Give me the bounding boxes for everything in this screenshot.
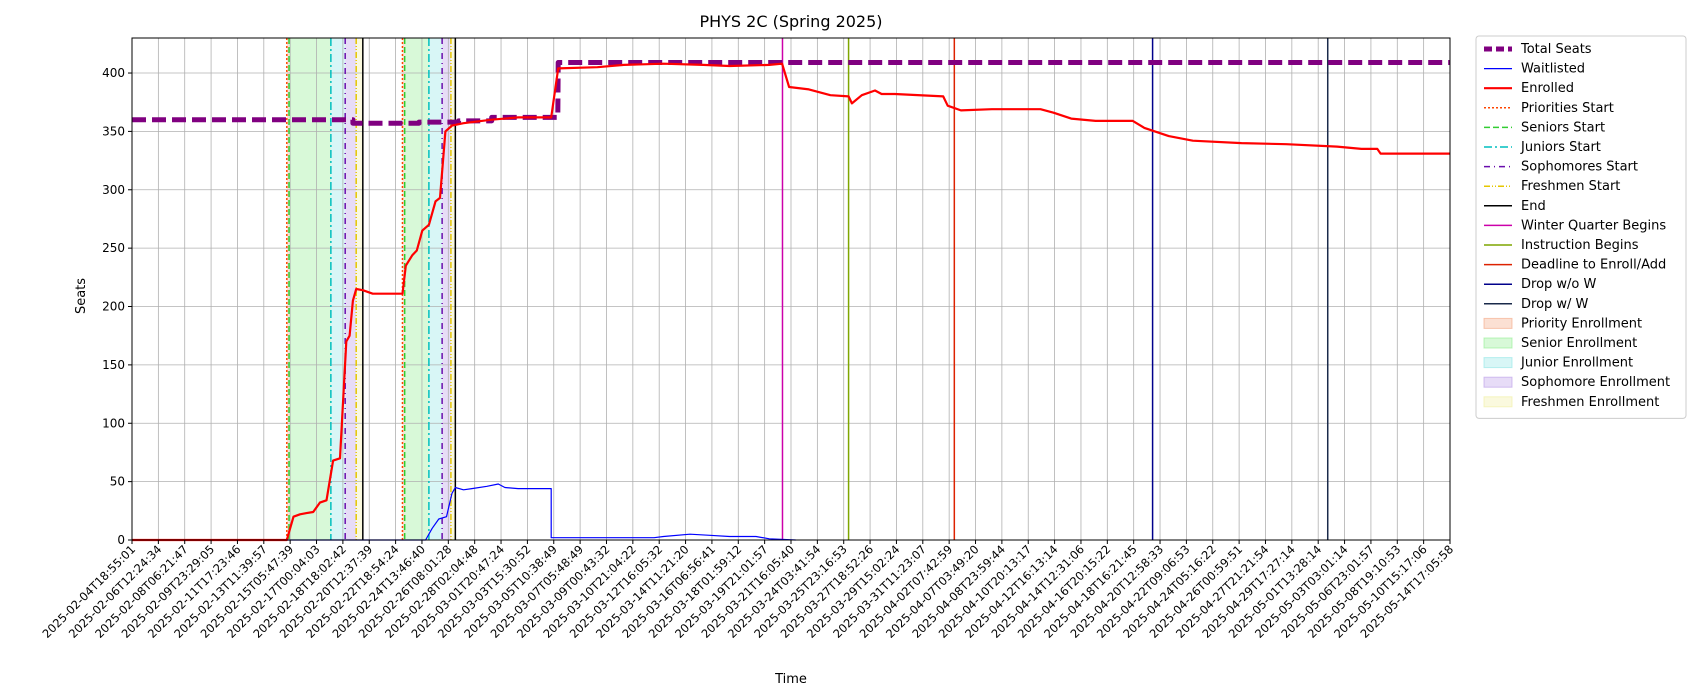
legend-label: Sophomores Start [1521, 160, 1638, 175]
y-tick-label: 100 [102, 416, 125, 430]
legend-entry: Priorities Start [1484, 101, 1614, 116]
y-tick-label: 400 [102, 66, 125, 80]
y-tick-label: 350 [102, 124, 125, 138]
y-tick-label: 250 [102, 241, 125, 255]
legend-label: Waitlisted [1521, 62, 1585, 77]
legend-entry: End [1484, 199, 1546, 214]
legend: Total Seats Waitlisted Enrolled Priorities … [1475, 35, 1687, 419]
y-tick-label: 200 [102, 300, 125, 314]
enrollment-period-spans [286, 38, 456, 540]
legend-label: Freshmen Enrollment [1521, 395, 1659, 410]
legend-swatch [1483, 396, 1513, 408]
span-junior-enrollment [428, 38, 443, 540]
legend-entry: Drop w/ W [1484, 297, 1589, 312]
x-axis-label: Time [774, 672, 807, 687]
legend-entry: Senior Enrollment [1483, 336, 1637, 351]
legend-entry: Freshmen Enrollment [1483, 395, 1659, 410]
legend-label: Drop w/ W [1521, 297, 1589, 312]
span-senior-enrollment [404, 38, 429, 540]
legend-swatch [1483, 317, 1513, 329]
legend-entry: Total Seats [1484, 42, 1592, 57]
legend-label: Juniors Start [1520, 140, 1601, 155]
series-waitlisted [132, 483, 796, 541]
legend-label: Enrolled [1521, 81, 1574, 96]
legend-label: Freshmen Start [1521, 179, 1620, 194]
legend-label: Junior Enrollment [1520, 356, 1633, 371]
legend-label: Sophomore Enrollment [1521, 375, 1670, 390]
y-axis-label: Seats [74, 278, 89, 314]
legend-label: Drop w/o W [1521, 277, 1597, 292]
legend-entry: Sophomore Enrollment [1483, 375, 1670, 390]
x-axis-ticks: 2025-02-04T18:55:012025-02-06T12:24:3420… [39, 540, 1456, 641]
legend-label: Priority Enrollment [1521, 316, 1642, 331]
legend-label: Winter Quarter Begins [1521, 218, 1666, 233]
legend-entry: Drop w/o W [1484, 277, 1597, 292]
span-sophomore-enrollment [442, 38, 451, 540]
chart-title: PHYS 2C (Spring 2025) [699, 12, 882, 31]
legend-label: Deadline to Enroll/Add [1521, 258, 1666, 273]
legend-entry: Winter Quarter Begins [1484, 218, 1666, 233]
span-senior-enrollment [289, 38, 331, 540]
series-lines [132, 60, 1450, 542]
y-tick-label: 0 [117, 533, 125, 547]
legend-entry: Freshmen Start [1484, 179, 1620, 194]
y-tick-label: 150 [102, 358, 125, 372]
legend-entry: Waitlisted [1484, 62, 1585, 77]
y-tick-label: 50 [110, 475, 125, 489]
legend-swatch [1483, 376, 1513, 388]
legend-entry: Enrolled [1484, 81, 1574, 96]
legend-entry: Deadline to Enroll/Add [1484, 258, 1666, 273]
y-tick-label: 300 [102, 183, 125, 197]
legend-box [1475, 35, 1687, 419]
legend-label: End [1521, 199, 1546, 214]
legend-entry: Junior Enrollment [1483, 356, 1633, 371]
legend-label: Instruction Begins [1521, 238, 1639, 253]
legend-entry: Juniors Start [1484, 140, 1601, 155]
legend-entry: Seniors Start [1484, 120, 1605, 135]
y-axis-ticks: 0 50 100 150 200 250 300 350 400 [102, 66, 132, 547]
legend-label: Priorities Start [1521, 101, 1614, 116]
legend-swatch [1483, 337, 1513, 349]
legend-swatch [1483, 357, 1513, 369]
legend-label: Total Seats [1520, 42, 1592, 57]
legend-entry: Priority Enrollment [1483, 316, 1642, 331]
legend-label: Senior Enrollment [1521, 336, 1637, 351]
span-sophomore-enrollment [345, 38, 357, 540]
span-priority-enrollment [286, 38, 290, 540]
legend-entry: Sophomores Start [1484, 160, 1638, 175]
series-total-seats [132, 60, 1450, 126]
series-enrolled [132, 62, 1450, 542]
span-freshmen-enrollment [450, 38, 456, 540]
legend-label: Seniors Start [1521, 120, 1605, 135]
legend-entry: Instruction Begins [1484, 238, 1639, 253]
